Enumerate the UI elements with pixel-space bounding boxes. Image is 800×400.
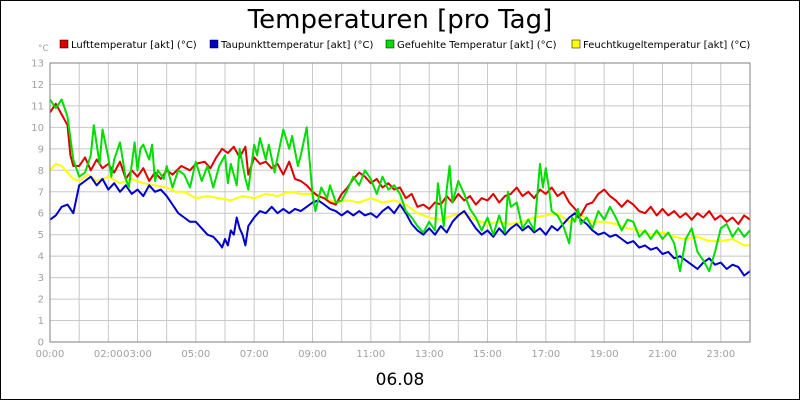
- date-label: 06.08: [376, 370, 425, 390]
- legend-swatch: [571, 39, 581, 49]
- x-tick-label: 00:00: [36, 349, 65, 360]
- y-tick-label: 8: [38, 166, 44, 177]
- x-tick-label: 05:00: [181, 349, 210, 360]
- series-line-2: [49, 98, 751, 273]
- legend-label: Gefuehlte Temperatur [akt] (°C): [397, 40, 557, 51]
- chart-title: Temperaturen [pro Tag]: [247, 5, 553, 35]
- x-axis: 00:00 02:00 03:00 05:00 07:00 09:00 11:00 13:00…: [36, 349, 736, 360]
- y-tick-label: 0: [38, 338, 44, 349]
- plot-border: [49, 62, 751, 343]
- y-tick-label: 2: [38, 295, 44, 306]
- y-tick-label: 7: [38, 187, 44, 198]
- x-tick-label: 07:00: [240, 349, 269, 360]
- x-tick-label: 09:00: [298, 349, 327, 360]
- series-line-3: [49, 162, 750, 247]
- x-tick-label: 23:00: [706, 349, 735, 360]
- series-line-0: [49, 102, 751, 225]
- y-tick-label: 13: [31, 59, 44, 70]
- y-tick-label: 5: [38, 230, 44, 241]
- x-tick-label: 17:00: [531, 349, 560, 360]
- y-tick-label: 6: [38, 209, 44, 220]
- y-unit-label: °C: [38, 44, 49, 54]
- legend-label: Lufttemperatur [akt] (°C): [71, 40, 197, 51]
- legend-swatch: [385, 39, 395, 49]
- x-tick-label: 19:00: [590, 349, 619, 360]
- grid: [50, 62, 750, 343]
- x-tick-label: 03:00: [123, 349, 152, 360]
- legend: Lufttemperatur [akt] (°C) Taupunkttempera…: [59, 39, 750, 51]
- x-tick-label: 15:00: [473, 349, 502, 360]
- y-tick-label: 12: [31, 80, 44, 91]
- x-tick-label: 11:00: [356, 349, 385, 360]
- series-group: [49, 98, 751, 277]
- legend-swatch: [209, 39, 219, 49]
- y-tick-label: 1: [38, 316, 44, 327]
- legend-swatch: [59, 39, 69, 49]
- y-tick-label: 9: [38, 144, 44, 155]
- y-tick-label: 10: [31, 123, 44, 134]
- plot-area: [49, 62, 751, 343]
- y-tick-label: 11: [31, 101, 44, 112]
- x-tick-label: 13:00: [415, 349, 444, 360]
- x-tick-label: 02:00: [94, 349, 123, 360]
- y-tick-label: 4: [38, 252, 44, 263]
- legend-label: Taupunkttemperatur [akt] (°C): [220, 40, 373, 51]
- legend-label: Feuchtkugeltemperatur [akt] (°C): [583, 40, 750, 51]
- series-line-1: [49, 175, 751, 277]
- x-tick-label: 21:00: [648, 349, 677, 360]
- y-tick-label: 3: [38, 273, 44, 284]
